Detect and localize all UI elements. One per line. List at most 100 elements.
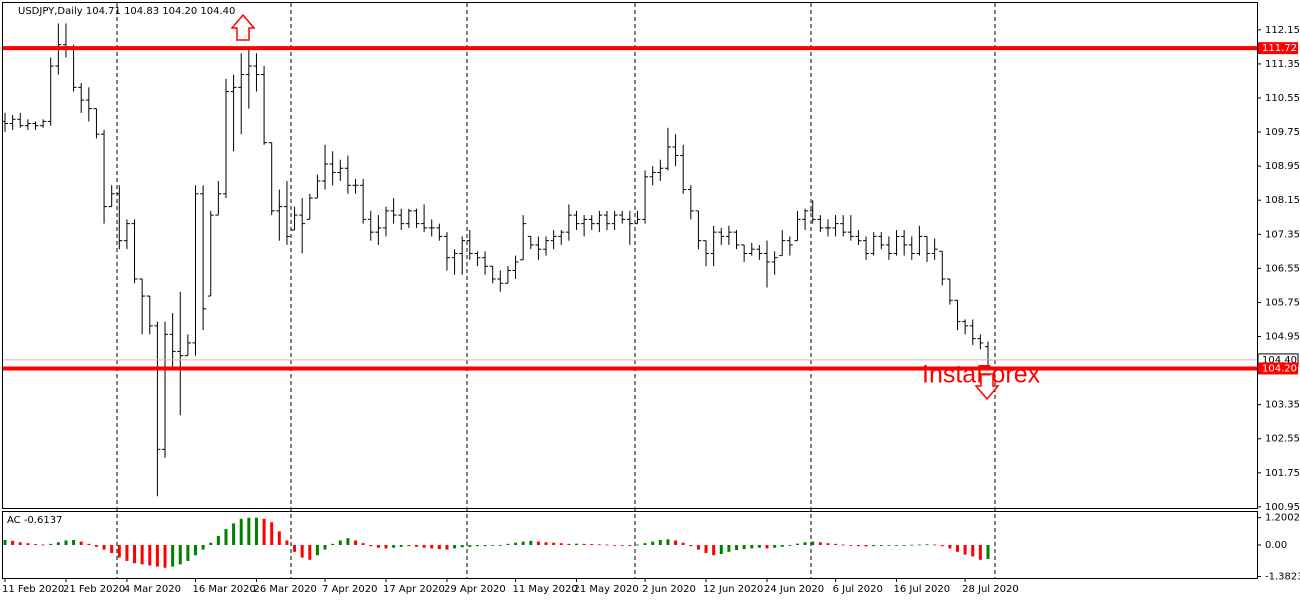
level-label: 111.72: [1262, 43, 1297, 54]
indicator-bar: [696, 545, 700, 550]
indicator-bar: [3, 539, 7, 545]
x-tick-label: 2 Jun 2020: [642, 584, 696, 595]
indicator-bar: [399, 545, 403, 547]
y-tick-label: 110.55: [1265, 93, 1300, 104]
indicator-bar: [620, 545, 624, 546]
y-tick-label: 108.95: [1265, 161, 1300, 172]
indicator-bar: [117, 545, 121, 558]
indicator-bar: [666, 539, 670, 545]
indicator-bar: [155, 545, 159, 567]
indicator-bar: [917, 544, 921, 546]
indicator-bar: [430, 545, 434, 549]
indicator-bar: [87, 543, 91, 545]
indicator-bar: [110, 545, 114, 553]
indicator-bar: [460, 545, 464, 548]
indicator-bar: [72, 539, 76, 545]
x-tick-label: 21 Feb 2020: [63, 584, 125, 595]
indicator-bar: [125, 545, 129, 561]
indicator-bar: [194, 545, 197, 556]
indicator-bar: [575, 543, 578, 545]
indicator-bar: [285, 540, 289, 545]
indicator-bar: [277, 531, 281, 545]
y-tick-label: 107.35: [1265, 229, 1300, 240]
y-tick-label: 100.95: [1265, 502, 1300, 513]
indicator-bar: [948, 545, 952, 549]
indicator-bar: [315, 545, 319, 556]
indicator-bar: [148, 545, 152, 566]
indicator-bar: [49, 543, 53, 545]
indicator-bar: [651, 541, 655, 545]
indicator-bar: [171, 545, 175, 567]
indicator-bar: [590, 544, 594, 545]
indicator-bar: [887, 545, 891, 546]
indicator-bar: [750, 545, 754, 549]
indicator-bar: [216, 535, 220, 545]
x-tick-label: 16 Mar 2020: [193, 584, 256, 595]
watermark: InstaForex: [922, 361, 1041, 389]
y-tick-label: 111.35: [1265, 59, 1300, 70]
indicator-bar: [140, 545, 144, 565]
indicator-bar: [826, 543, 830, 545]
indicator-bar: [475, 545, 479, 547]
indicator-bar: [392, 545, 396, 548]
indicator-bar: [658, 539, 662, 545]
y-tick-label: 105.75: [1265, 297, 1300, 308]
indicator-bar: [270, 522, 274, 545]
indicator-bar: [445, 545, 449, 550]
indicator-bar: [468, 545, 472, 547]
indicator-label: AC -0.6137: [7, 515, 62, 526]
indicator-bar: [376, 545, 380, 548]
indicator-bar: [178, 545, 182, 565]
indicator-bar: [506, 543, 510, 545]
x-tick-label: 29 Apr 2020: [444, 584, 506, 595]
period-separators: [116, 3, 996, 578]
indicator-bar: [422, 545, 426, 548]
indicator-bar: [727, 545, 731, 552]
x-tick-label: 28 Jul 2020: [962, 584, 1019, 595]
indicator-tick-label: 0.00: [1265, 540, 1287, 551]
indicator-bar: [102, 545, 106, 550]
indicator-bar: [643, 543, 647, 545]
indicator-bar: [18, 542, 22, 545]
indicator-bar: [605, 544, 609, 546]
x-tick-label: 6 Jul 2020: [833, 584, 883, 595]
indicator-bar: [674, 540, 678, 545]
indicator-bar: [856, 545, 860, 547]
indicator-bar: [384, 545, 388, 549]
indicator-bar: [978, 545, 982, 560]
x-tick-label: 4 Mar 2020: [124, 584, 181, 595]
indicator-bar: [818, 542, 822, 545]
indicator-bar: [704, 545, 708, 553]
indicator-bar: [407, 545, 411, 547]
indicator-bar: [986, 545, 990, 559]
y-tick-label: 112.15: [1265, 25, 1300, 36]
indicator-bar: [544, 542, 548, 545]
up-arrow: [230, 13, 256, 41]
indicator-bar: [26, 543, 30, 545]
indicator-bar: [262, 518, 266, 545]
indicator-bar: [773, 545, 777, 548]
indicator-bar: [628, 545, 632, 546]
indicator-bar: [872, 545, 876, 547]
indicator-bar: [925, 544, 929, 546]
y-tick-label: 101.75: [1265, 468, 1300, 479]
indicator-tick-label: -1.3823: [1265, 571, 1300, 582]
indicator-bar: [597, 544, 601, 546]
marks: [2, 23, 1257, 568]
indicator-bar: [864, 545, 868, 547]
x-tick-label: 11 May 2020: [513, 584, 578, 595]
indicator-bar: [94, 545, 98, 547]
indicator-bar: [64, 540, 68, 545]
indicator-bar: [735, 545, 739, 551]
indicator-bar: [483, 545, 487, 547]
indicator-bar: [742, 545, 746, 550]
indicator-bar: [308, 545, 312, 560]
x-tick-label: 24 Jun 2020: [764, 584, 824, 595]
indicator-bar: [354, 540, 358, 545]
indicator-bar: [940, 545, 944, 547]
indicator-bar: [498, 545, 502, 546]
indicator-bar: [163, 545, 167, 568]
indicator-bar: [635, 544, 639, 546]
indicator-bar: [879, 545, 883, 546]
